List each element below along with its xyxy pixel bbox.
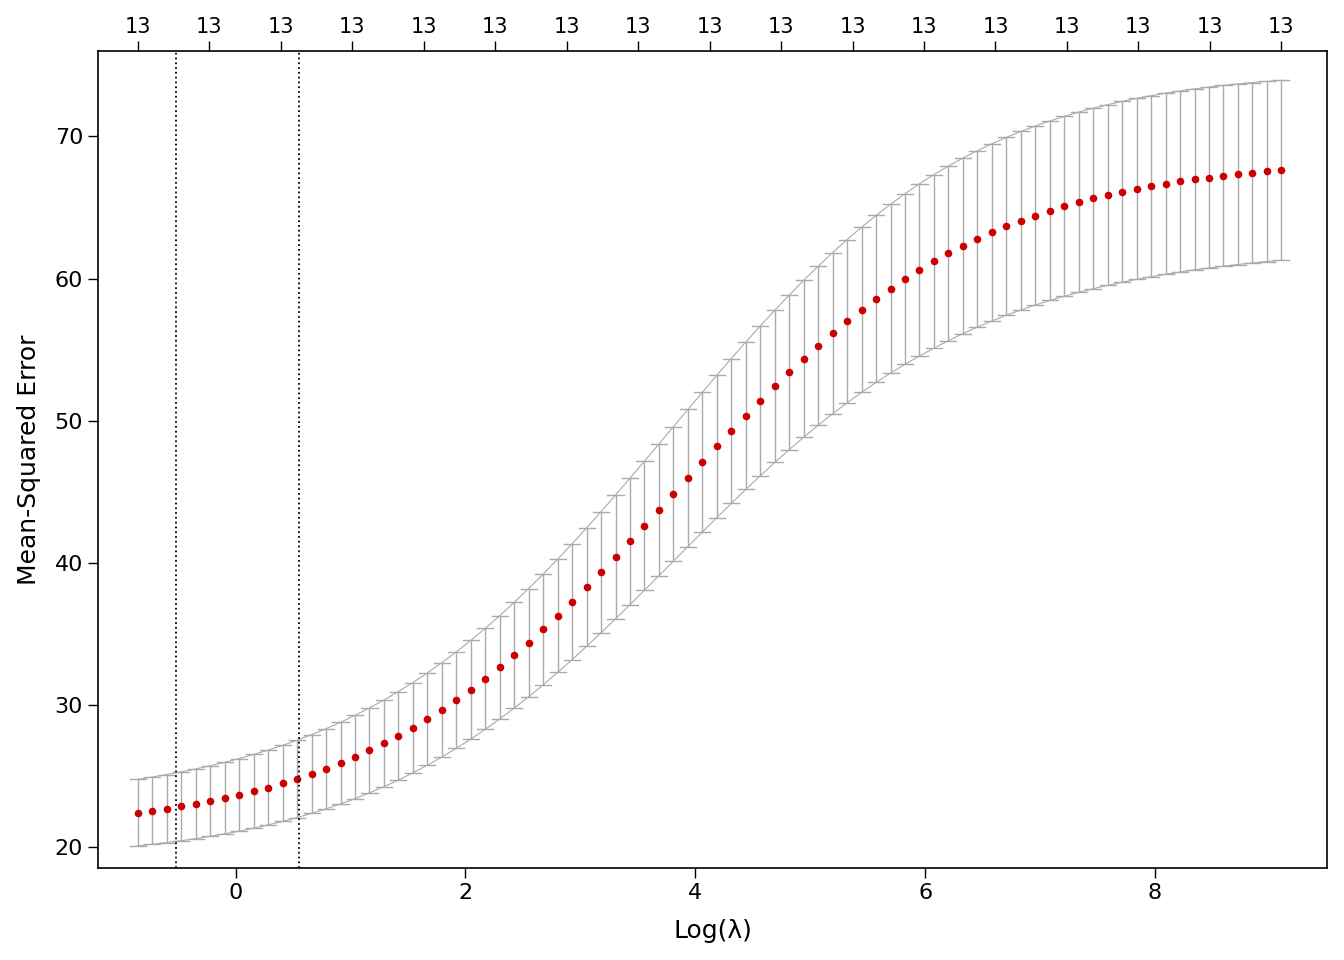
Point: [402, 720, 423, 735]
Point: [141, 803, 163, 818]
Point: [1054, 199, 1075, 214]
Point: [851, 302, 872, 318]
Point: [316, 761, 337, 777]
Point: [460, 682, 481, 697]
Point: [1140, 179, 1161, 194]
Point: [329, 756, 351, 771]
Point: [590, 564, 612, 580]
Point: [258, 780, 280, 795]
Point: [1227, 166, 1249, 181]
X-axis label: Log(λ): Log(λ): [673, 920, 751, 944]
Point: [562, 594, 583, 610]
Point: [880, 281, 902, 297]
Point: [793, 351, 814, 367]
Point: [634, 518, 656, 534]
Point: [1212, 168, 1234, 183]
Point: [996, 219, 1017, 234]
Point: [677, 470, 699, 486]
Point: [823, 325, 844, 341]
Point: [474, 671, 496, 686]
Point: [185, 796, 207, 811]
Point: [417, 711, 438, 727]
Point: [344, 750, 366, 765]
Point: [952, 238, 973, 253]
Point: [1242, 165, 1263, 180]
Point: [1199, 170, 1220, 185]
Point: [517, 635, 539, 650]
Point: [1024, 208, 1046, 224]
Point: [808, 338, 829, 353]
Point: [214, 790, 235, 805]
Point: [301, 766, 323, 781]
Point: [1184, 172, 1206, 187]
Point: [750, 394, 771, 409]
Point: [605, 549, 626, 564]
Point: [620, 534, 641, 549]
Point: [1039, 204, 1060, 219]
Point: [374, 735, 395, 751]
Point: [532, 622, 554, 637]
Point: [504, 648, 526, 663]
Point: [228, 787, 250, 803]
Point: [763, 378, 785, 394]
Point: [286, 771, 308, 786]
Point: [489, 660, 511, 675]
Point: [894, 272, 915, 287]
Point: [156, 801, 177, 816]
Y-axis label: Mean-Squared Error: Mean-Squared Error: [16, 334, 40, 585]
Point: [1154, 176, 1176, 191]
Point: [1126, 181, 1148, 197]
Point: [692, 454, 714, 469]
Point: [1169, 174, 1191, 189]
Point: [923, 253, 945, 269]
Point: [648, 502, 669, 517]
Point: [1257, 164, 1278, 180]
Point: [1270, 162, 1292, 178]
Point: [1068, 195, 1090, 210]
Point: [1082, 191, 1103, 206]
Point: [446, 692, 468, 708]
Point: [966, 231, 988, 247]
Point: [199, 793, 220, 808]
Point: [778, 365, 800, 380]
Point: [663, 486, 684, 501]
Point: [171, 799, 192, 814]
Point: [431, 702, 453, 717]
Point: [836, 314, 857, 329]
Point: [359, 743, 380, 758]
Point: [128, 804, 149, 820]
Point: [866, 291, 887, 306]
Point: [909, 262, 930, 277]
Point: [243, 783, 265, 799]
Point: [387, 728, 409, 743]
Point: [720, 423, 742, 439]
Point: [706, 439, 727, 454]
Point: [1011, 213, 1032, 228]
Point: [575, 580, 597, 595]
Point: [981, 225, 1003, 240]
Point: [1097, 187, 1118, 203]
Point: [1111, 184, 1133, 200]
Point: [547, 608, 569, 623]
Point: [271, 776, 293, 791]
Point: [938, 246, 960, 261]
Point: [735, 408, 757, 423]
